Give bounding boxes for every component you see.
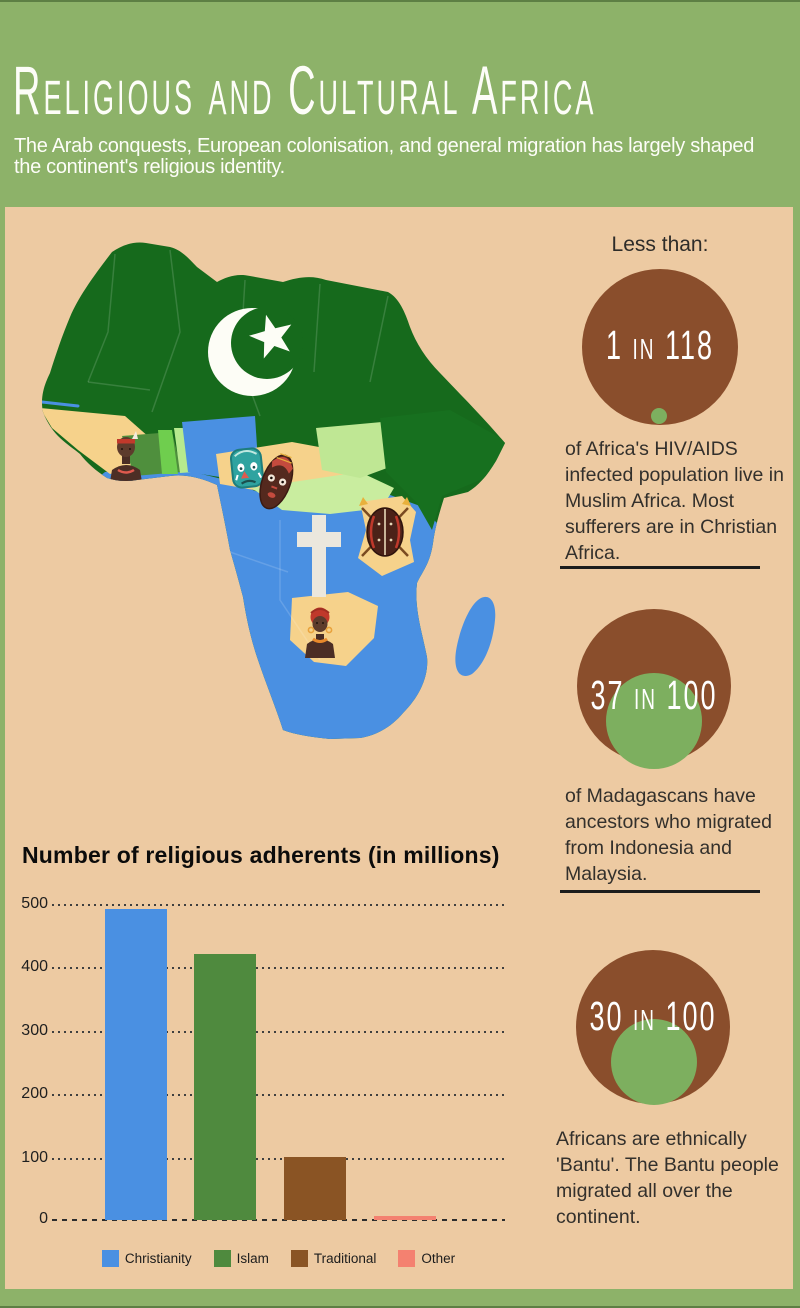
legend-item-other: Other [398, 1250, 455, 1267]
legend-item-islam: Islam [213, 1250, 269, 1267]
gridline-300: 300 [21, 1022, 505, 1039]
fact-stat-1: 1 in 118 [605, 323, 715, 368]
legend-swatch-icon [213, 1250, 231, 1267]
fact-accent-dot [651, 408, 667, 424]
fact-stat-2: 37 in 100 [590, 673, 718, 718]
gridline-500: 500 [21, 895, 505, 912]
bar-other [374, 1216, 436, 1220]
legend-label: Other [421, 1251, 456, 1266]
legend-label: Islam [236, 1251, 269, 1266]
bottom-edge-strip [0, 1306, 800, 1308]
tribal-woman-headwrap-icon [305, 607, 335, 658]
gridline-200: 200 [21, 1085, 505, 1102]
map-region-bright-green-strip [158, 430, 178, 474]
fact-caption-3: Africans are ethnically 'Bantu'. The Ban… [556, 1128, 779, 1228]
gridline-100: 100 [21, 1149, 505, 1166]
fact-accent-circle-2 [606, 673, 702, 769]
teal-mask-icon [229, 447, 265, 489]
bar-islam [194, 953, 256, 1220]
tribal-woman-icon [110, 431, 142, 482]
y-tick: 0 [39, 1210, 48, 1227]
brown-mask-icon [259, 452, 294, 510]
river-line [41, 400, 80, 408]
crescent-and-star-icon [208, 307, 303, 396]
chart-title: Number of religious adherents (in millio… [22, 842, 500, 868]
page-title: Religious and Cultural Africa [13, 54, 597, 130]
map-region-horn [380, 410, 506, 530]
page-subtitle: The Arab conquests, European colonisatio… [14, 135, 755, 178]
y-tick: 200 [21, 1085, 48, 1102]
fact-accent-circle-3 [611, 1019, 697, 1105]
chart-legend: Christianity Islam Traditional Other [52, 1250, 505, 1267]
legend-swatch-icon [101, 1250, 119, 1267]
section-divider [560, 890, 760, 893]
fact-caption-1: of Africa's HIV/AIDS infected population… [565, 438, 784, 564]
legend-item-christianity: Christianity [101, 1250, 192, 1267]
y-tick: 400 [21, 958, 48, 975]
africa-map [41, 242, 506, 739]
gridline-400: 400 [21, 958, 505, 975]
section-divider [560, 566, 760, 569]
shield-spears-icon [359, 497, 411, 557]
y-tick: 100 [21, 1149, 48, 1166]
fact-caption-2: of Madagascans have ancestors who migrat… [565, 785, 773, 885]
legend-swatch-icon [398, 1250, 416, 1267]
map-region-pale-band [252, 472, 394, 514]
legend-swatch-icon [290, 1250, 308, 1267]
gridline-0: 0 [39, 1210, 505, 1227]
y-tick: 300 [21, 1022, 48, 1039]
fact-stat-3: 30 in 100 [589, 994, 717, 1039]
bar-traditional [284, 1156, 346, 1220]
fact-circle-1 [582, 269, 738, 425]
top-edge-strip [0, 0, 800, 2]
bar-christianity [105, 909, 167, 1220]
legend-item-traditional: Traditional [290, 1250, 377, 1267]
country-borders [87, 249, 389, 661]
madagascar-island [455, 596, 496, 676]
y-tick: 500 [21, 895, 48, 912]
bar-chart-plot: 500 400 300 200 100 0 [21, 895, 505, 1227]
fact-heading: Less than: [611, 233, 709, 256]
map-region-pale-patch [316, 422, 398, 478]
christian-cross-icon [297, 515, 341, 597]
legend-label: Christianity [124, 1251, 192, 1266]
legend-label: Traditional [313, 1251, 377, 1266]
